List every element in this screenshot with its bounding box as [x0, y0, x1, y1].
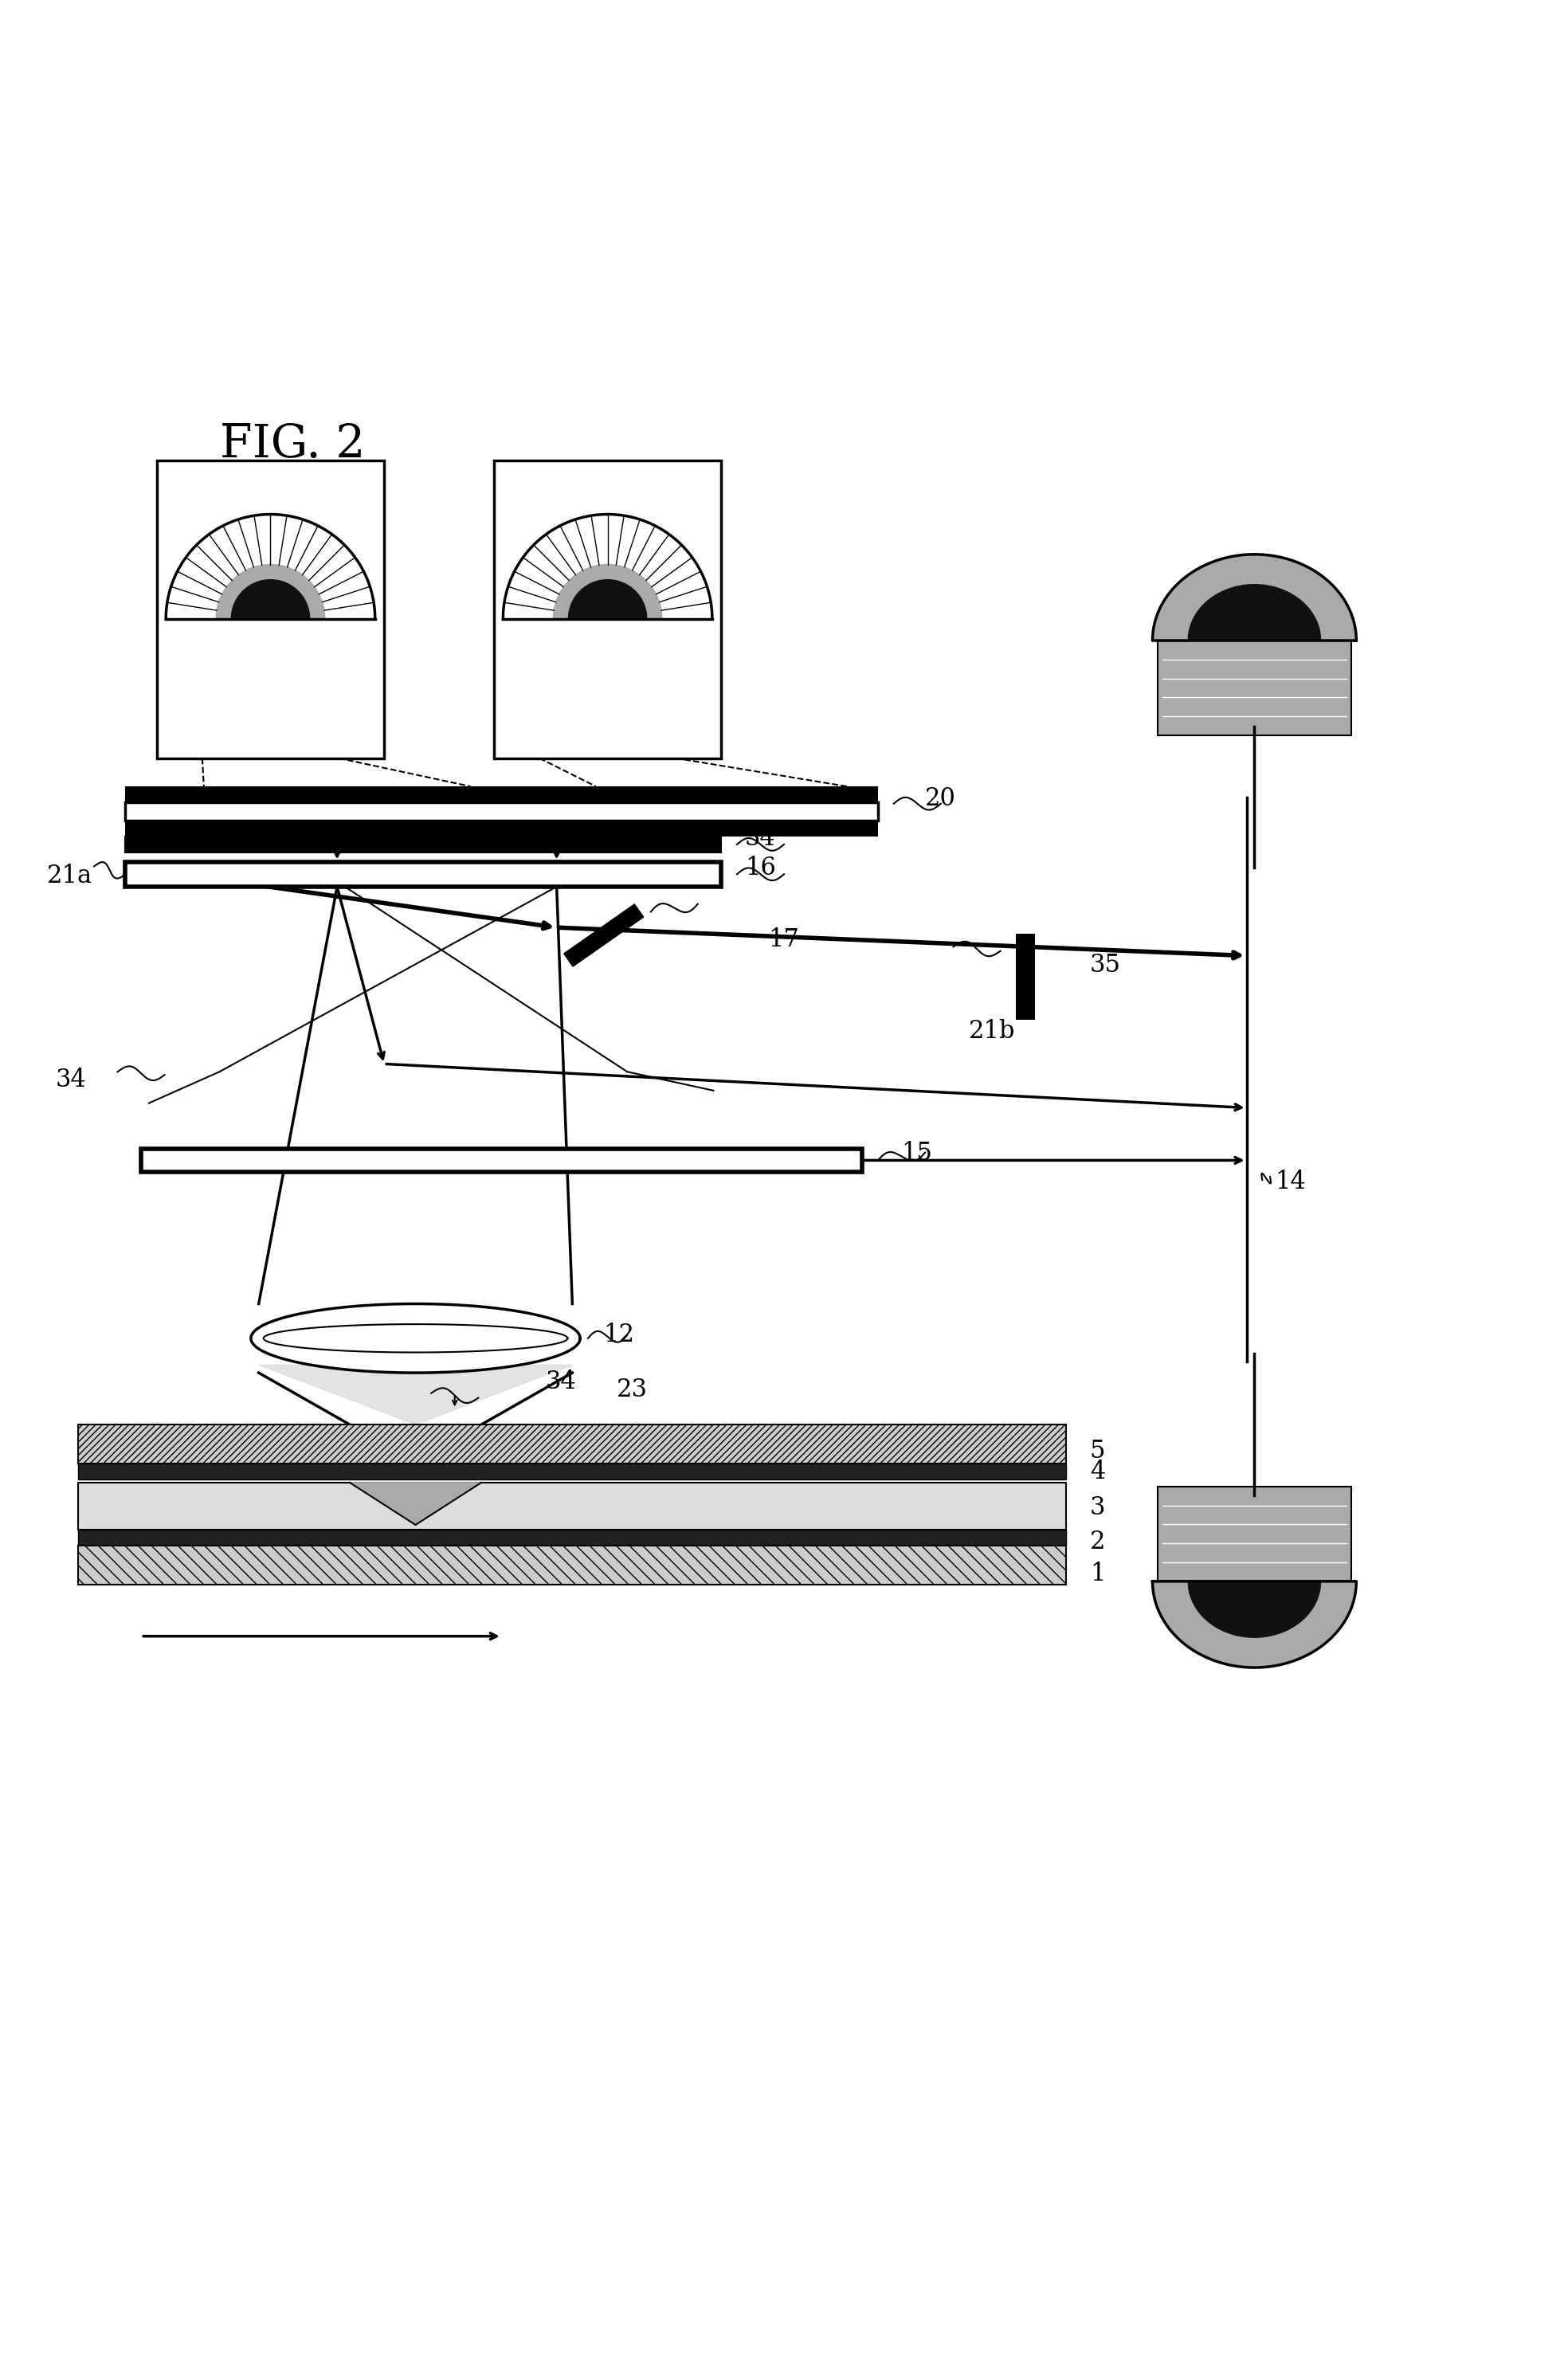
Polygon shape	[259, 1366, 572, 1425]
Bar	[1157, 1486, 1352, 1581]
Bar	[78, 1545, 1066, 1586]
Bar	[141, 1148, 862, 1172]
Polygon shape	[503, 515, 712, 619]
Bar	[78, 1529, 1066, 1545]
Text: 16: 16	[745, 855, 776, 881]
Text: 3: 3	[1090, 1496, 1105, 1519]
Polygon shape	[1189, 1581, 1320, 1638]
Polygon shape	[350, 1482, 481, 1524]
Text: 20: 20	[925, 787, 956, 811]
Bar	[78, 1463, 1066, 1479]
Bar	[78, 1425, 1066, 1463]
Polygon shape	[216, 565, 325, 619]
Polygon shape	[232, 579, 309, 619]
Polygon shape	[1152, 1581, 1356, 1668]
Text: 21b: 21b	[969, 1018, 1016, 1044]
Text: 34: 34	[546, 1371, 577, 1394]
Bar	[1016, 933, 1035, 1021]
Text: 2: 2	[1090, 1529, 1105, 1555]
Text: 15: 15	[902, 1141, 933, 1165]
Bar	[78, 1482, 1066, 1529]
Polygon shape	[251, 1304, 580, 1373]
Text: 35: 35	[1090, 952, 1121, 978]
Text: 14: 14	[1275, 1170, 1306, 1193]
Bar	[125, 862, 721, 886]
Bar	[125, 787, 878, 801]
Text: 23: 23	[616, 1378, 648, 1401]
Text: 1: 1	[1090, 1562, 1105, 1586]
Text: 34: 34	[745, 825, 776, 851]
Bar	[125, 837, 721, 853]
Polygon shape	[569, 579, 646, 619]
Text: FIG. 2: FIG. 2	[220, 423, 365, 468]
Text: 5: 5	[1090, 1439, 1105, 1463]
Bar	[157, 461, 384, 759]
Text: 12: 12	[604, 1323, 635, 1347]
Polygon shape	[1189, 584, 1320, 640]
Text: 21a: 21a	[47, 862, 93, 888]
Bar	[1157, 640, 1352, 735]
Text: 17: 17	[768, 929, 800, 952]
Bar	[125, 820, 878, 837]
Polygon shape	[166, 515, 375, 619]
Polygon shape	[564, 905, 643, 966]
Polygon shape	[1152, 555, 1356, 640]
Bar	[494, 461, 721, 759]
Text: 4: 4	[1090, 1460, 1105, 1484]
Bar	[125, 801, 878, 820]
Polygon shape	[554, 565, 662, 619]
Text: 34: 34	[55, 1068, 86, 1092]
